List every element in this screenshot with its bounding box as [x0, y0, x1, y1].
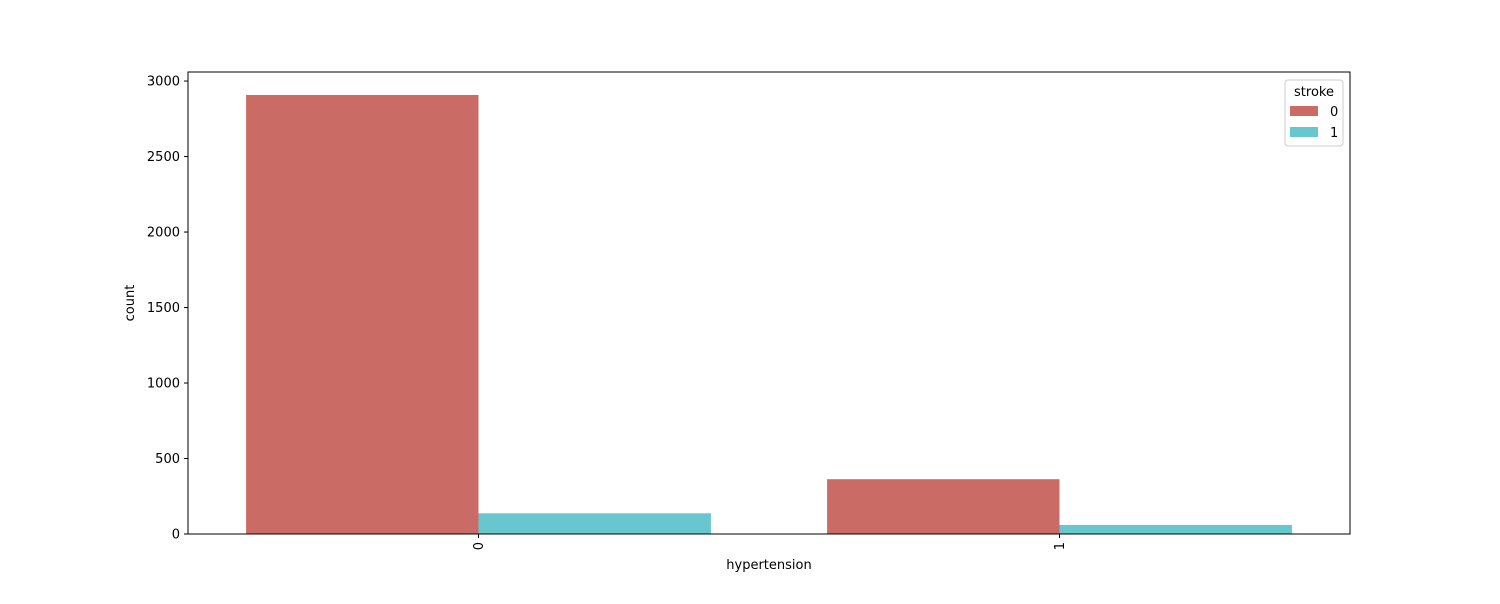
y-axis: 0 500 1000 1500 2000 2500 3000	[147, 75, 188, 543]
legend-title: stroke	[1294, 85, 1334, 100]
y-tick-label: 2000	[147, 226, 180, 241]
y-tick-label: 1000	[147, 377, 180, 392]
legend: stroke 01	[1284, 79, 1344, 147]
x-tick-label: 0	[472, 542, 487, 550]
bar-1-series-1	[1059, 524, 1292, 534]
bar-0-series-0	[246, 94, 479, 534]
y-tick-label: 3000	[147, 75, 180, 90]
y-tick-label: 2500	[147, 150, 180, 165]
legend-label-0: 0	[1330, 105, 1338, 120]
x-tick-label: 1	[1053, 542, 1068, 550]
legend-label-1: 1	[1330, 126, 1338, 141]
y-axis-label: count	[123, 285, 138, 322]
legend-swatch-0	[1290, 106, 1318, 116]
x-axis-label: hypertension	[726, 558, 811, 573]
axes-frame	[187, 71, 1351, 535]
legend-entries: 01	[1290, 105, 1338, 141]
y-tick-label: 1500	[147, 301, 180, 316]
legend-swatch-1	[1290, 127, 1318, 137]
y-tick-label: 500	[155, 452, 180, 467]
bar-0-series-1	[478, 513, 711, 534]
bar-1-series-0	[827, 479, 1060, 534]
y-tick-label: 0	[172, 528, 180, 543]
bars-layer	[246, 94, 1292, 534]
